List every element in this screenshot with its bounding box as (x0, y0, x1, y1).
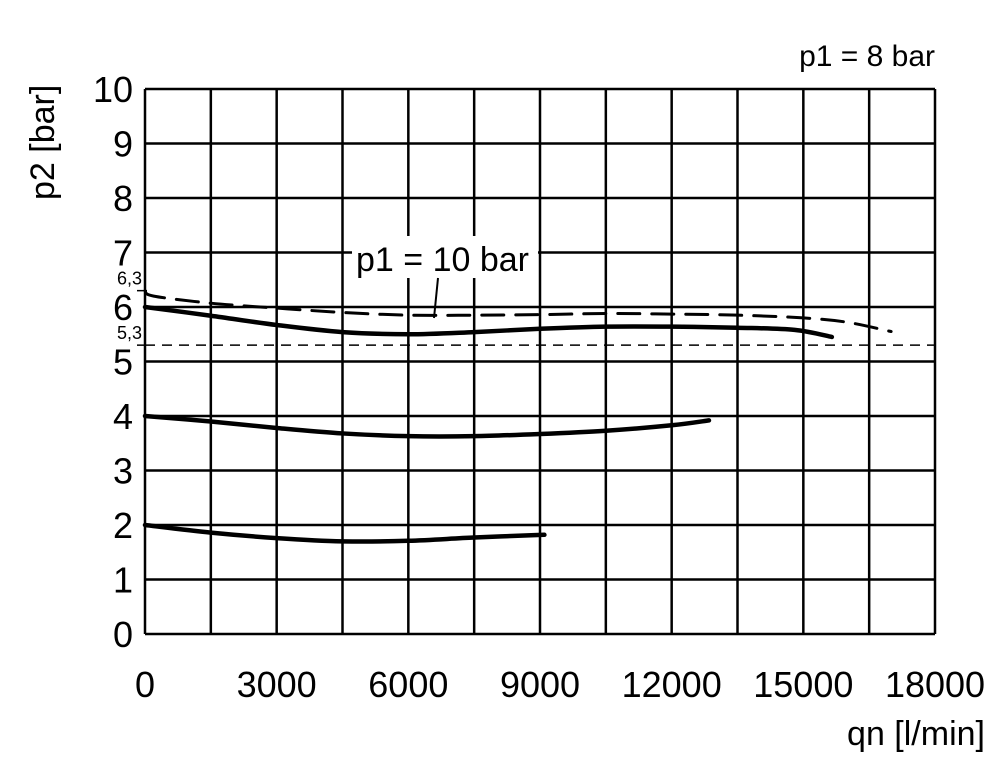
x-tick-label: 9000 (500, 664, 580, 705)
chart-title: p1 = 8 bar (799, 40, 935, 73)
annotation-label: p1 = 10 bar (356, 241, 529, 279)
x-axis-label: qn [l/min] (847, 715, 985, 753)
reference-label: 5,3 (117, 323, 142, 343)
x-tick-label: 18000 (885, 664, 985, 705)
y-tick-label: 5 (113, 342, 133, 383)
y-tick-label: 1 (113, 560, 133, 601)
grid (143, 87, 937, 636)
y-tick-label: 10 (93, 69, 133, 110)
x-tick-label: 3000 (237, 664, 317, 705)
y-tick-label: 3 (113, 451, 133, 492)
series-line-3 (142, 413, 712, 439)
tick-labels: 0 1 2 3 4 5 6 7 8 9 10 0 3000 6000 9000 12000 15000 18000 (93, 69, 985, 705)
x-tick-label: 12000 (622, 664, 722, 705)
x-tick-label: 15000 (753, 664, 853, 705)
series-line-4 (142, 522, 547, 544)
series-line-2 (142, 304, 835, 340)
y-tick-label: 6 (113, 287, 133, 328)
series-line-1 (143, 289, 893, 334)
reference-label: 6,3 (117, 269, 142, 289)
x-tick-label: 0 (135, 664, 155, 705)
y-axis-label: p2 [bar] (24, 85, 62, 200)
annotation-p1-10-bar: p1 = 10 bar (352, 236, 538, 319)
annotation-leader (433, 277, 439, 319)
y-tick-label: 7 (113, 233, 133, 274)
series-group (142, 289, 893, 544)
y-tick-label: 4 (113, 396, 133, 437)
x-tick-label: 6000 (368, 664, 448, 705)
reference-lines: 6,3 5,3 (117, 269, 935, 346)
y-tick-label: 9 (113, 124, 133, 165)
y-tick-label: 0 (113, 614, 133, 655)
y-tick-label: 8 (113, 178, 133, 219)
y-tick-label: 2 (113, 505, 133, 546)
